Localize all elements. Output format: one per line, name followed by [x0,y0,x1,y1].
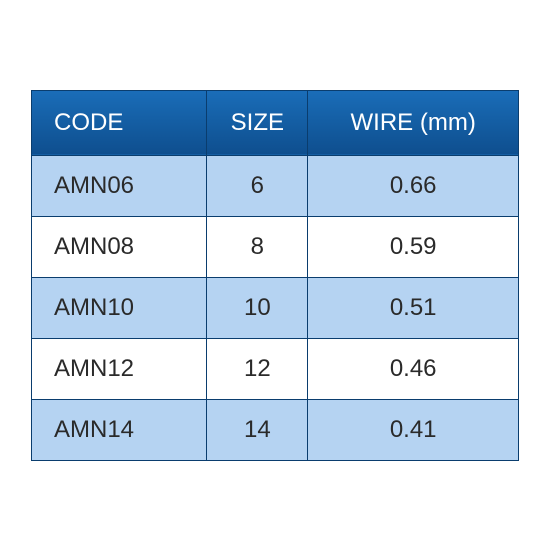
cell-size: 12 [207,338,308,399]
cell-size: 10 [207,277,308,338]
table-row: AMN10 10 0.51 [32,277,519,338]
table-row: AMN12 12 0.46 [32,338,519,399]
cell-wire: 0.59 [308,216,519,277]
cell-code: AMN08 [32,216,207,277]
cell-size: 8 [207,216,308,277]
cell-size: 6 [207,155,308,216]
cell-wire: 0.66 [308,155,519,216]
header-wire: WIRE (mm) [308,90,519,155]
table-row: AMN08 8 0.59 [32,216,519,277]
cell-code: AMN12 [32,338,207,399]
header-code: CODE [32,90,207,155]
table-header-row: CODE SIZE WIRE (mm) [32,90,519,155]
cell-code: AMN14 [32,399,207,460]
cell-wire: 0.41 [308,399,519,460]
table-row: AMN06 6 0.66 [32,155,519,216]
cell-size: 14 [207,399,308,460]
table-row: AMN14 14 0.41 [32,399,519,460]
cell-code: AMN10 [32,277,207,338]
cell-wire: 0.51 [308,277,519,338]
cell-code: AMN06 [32,155,207,216]
cell-wire: 0.46 [308,338,519,399]
wire-spec-table: CODE SIZE WIRE (mm) AMN06 6 0.66 AMN08 8… [31,90,519,461]
header-size: SIZE [207,90,308,155]
wire-spec-table-container: CODE SIZE WIRE (mm) AMN06 6 0.66 AMN08 8… [31,90,519,461]
